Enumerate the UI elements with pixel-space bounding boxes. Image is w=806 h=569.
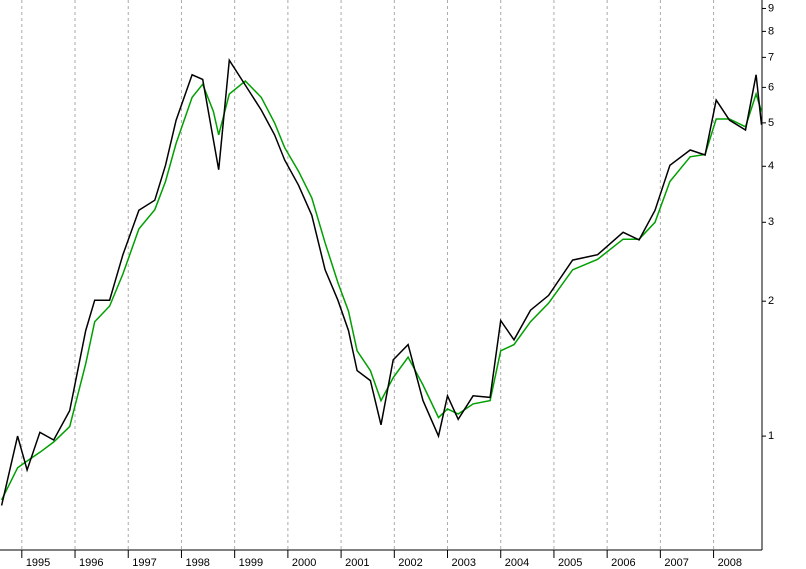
y-tick-label: 9: [768, 2, 774, 14]
x-tick-label: 1998: [185, 557, 209, 569]
y-tick-label: 8: [768, 25, 774, 37]
price-line: [0, 79, 763, 501]
x-tick-label: 1995: [26, 557, 50, 569]
x-tick-label: 2001: [345, 557, 369, 569]
x-tick-label: 2008: [718, 557, 742, 569]
y-tick-label: 5: [768, 117, 774, 129]
x-tick-label: 2003: [452, 557, 476, 569]
x-tick-label: 1999: [239, 557, 263, 569]
x-tick-label: 2002: [398, 557, 422, 569]
x-tick-label: 2007: [664, 557, 688, 569]
x-tick-label: 2004: [505, 557, 529, 569]
x-tick-label: 2000: [292, 557, 316, 569]
y-tick-label: 2: [768, 295, 774, 307]
y-tick-label: 3: [768, 216, 774, 228]
y-tick-label: 4: [768, 160, 774, 172]
x-tick-label: 2005: [558, 557, 582, 569]
x-tick-label: 1997: [132, 557, 156, 569]
y-tick-label: 6: [768, 81, 774, 93]
y-tick-label: 1: [768, 430, 774, 442]
price-line: [0, 57, 763, 506]
x-tick-label: 1996: [79, 557, 103, 569]
x-tick-label: 2006: [611, 557, 635, 569]
y-tick-label: 7: [768, 51, 774, 63]
